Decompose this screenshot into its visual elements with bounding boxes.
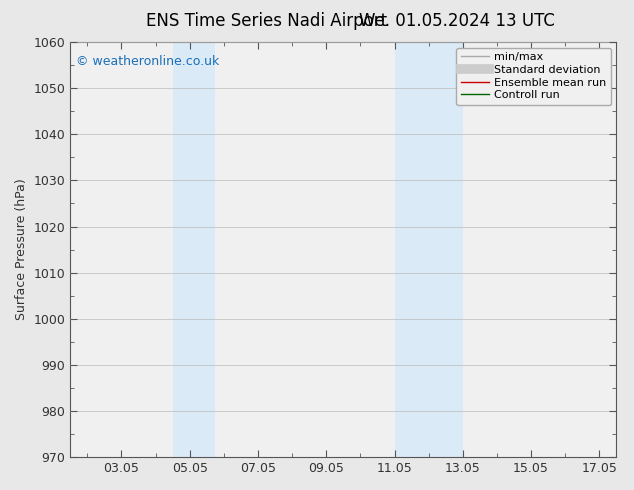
Y-axis label: Surface Pressure (hPa): Surface Pressure (hPa) xyxy=(15,179,28,320)
Text: ENS Time Series Nadi Airport: ENS Time Series Nadi Airport xyxy=(146,12,387,30)
Bar xyxy=(394,42,463,457)
Text: © weatheronline.co.uk: © weatheronline.co.uk xyxy=(75,54,219,68)
Text: We. 01.05.2024 13 UTC: We. 01.05.2024 13 UTC xyxy=(359,12,554,30)
Legend: min/max, Standard deviation, Ensemble mean run, Controll run: min/max, Standard deviation, Ensemble me… xyxy=(456,48,611,105)
Bar xyxy=(172,42,216,457)
